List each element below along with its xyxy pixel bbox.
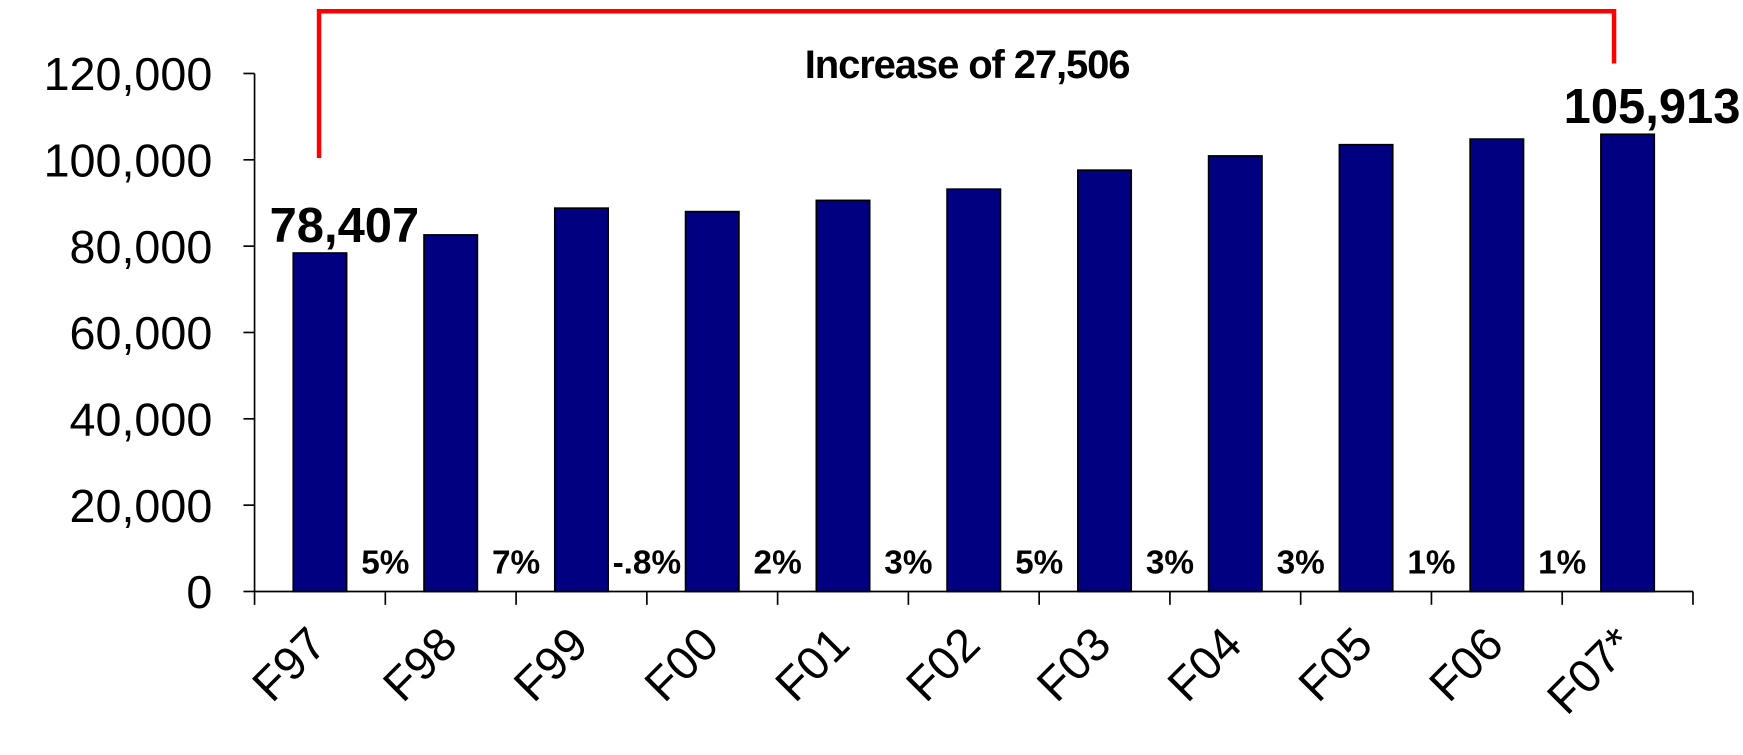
growth-label: 7% bbox=[492, 545, 540, 582]
x-tick-label: F07* bbox=[1537, 617, 1643, 723]
y-tick-label: 40,000 bbox=[70, 393, 213, 445]
y-tick-label: 0 bbox=[186, 566, 212, 618]
x-tick-label: F98 bbox=[373, 617, 467, 711]
x-tick-label: F04 bbox=[1158, 617, 1252, 711]
annotation: Increase of 27,506 bbox=[805, 43, 1130, 87]
growth-label: -.8% bbox=[613, 545, 682, 582]
bar bbox=[1469, 138, 1525, 593]
y-tick-label: 100,000 bbox=[44, 134, 213, 186]
bar bbox=[684, 210, 740, 593]
bar bbox=[1207, 155, 1263, 593]
bar bbox=[1338, 143, 1394, 593]
growth-label: 3% bbox=[884, 545, 932, 582]
value-label: 105,913 bbox=[1564, 80, 1741, 134]
value-label: 78,407 bbox=[270, 199, 420, 253]
growth-label: 1% bbox=[1538, 545, 1586, 582]
bar bbox=[815, 199, 871, 593]
growth-label: 1% bbox=[1407, 545, 1455, 582]
y-tick-label: 120,000 bbox=[44, 48, 213, 100]
y-tick-label: 60,000 bbox=[70, 307, 213, 359]
bar bbox=[423, 234, 479, 593]
bracket bbox=[316, 9, 1617, 158]
bar bbox=[553, 207, 609, 593]
x-tick-label: F02 bbox=[896, 617, 990, 711]
x-tick-label: F06 bbox=[1419, 617, 1513, 711]
x-tick-label: F99 bbox=[504, 617, 598, 711]
growth-label: 5% bbox=[361, 545, 409, 582]
bar bbox=[1077, 169, 1133, 593]
growth-label: 3% bbox=[1146, 545, 1194, 582]
y-tick-label: 20,000 bbox=[70, 480, 213, 532]
y-tick-label: 80,000 bbox=[70, 221, 213, 273]
x-tick-label: F01 bbox=[765, 617, 859, 711]
growth-label: 3% bbox=[1277, 545, 1325, 582]
x-tick-label: F05 bbox=[1288, 617, 1382, 711]
bar bbox=[292, 252, 348, 593]
bar bbox=[1600, 133, 1656, 593]
x-tick-label: F03 bbox=[1027, 617, 1121, 711]
growth-label: 2% bbox=[754, 545, 802, 582]
x-tick-label: F00 bbox=[635, 617, 729, 711]
growth-label: 5% bbox=[1015, 545, 1063, 582]
bar bbox=[946, 188, 1002, 593]
x-tick-label: F97 bbox=[242, 617, 336, 711]
